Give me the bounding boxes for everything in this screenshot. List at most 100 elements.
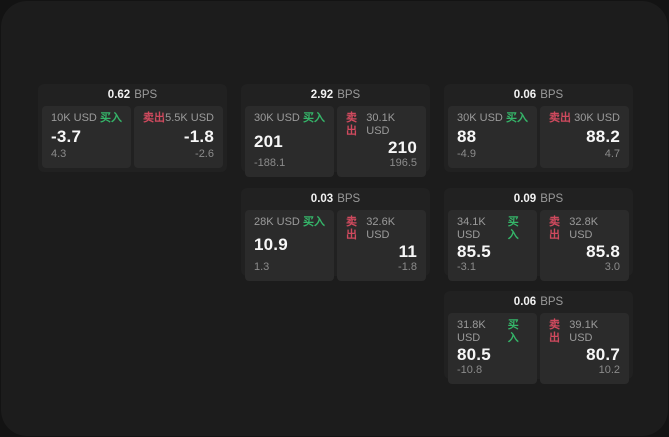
buy-chip: 买入 — [100, 112, 122, 124]
buy-chip: 买入 — [303, 215, 325, 228]
quote-card: 0.09 BPS 34.1K USD 买入 85.5 -3.1 卖出 32.8K… — [444, 187, 633, 281]
buy-delta: -188.1 — [254, 157, 286, 169]
buy-size-label: 30K USD — [254, 112, 300, 124]
quote-card: 0.62 BPS 10K USD 买入 -3.7 4.3 卖出 5.5K USD… — [38, 84, 227, 172]
bps-unit: BPS — [337, 192, 361, 205]
buy-chip: 买入 — [303, 112, 325, 124]
buy-size-label: 31.8K USD — [457, 319, 486, 344]
quote-card: 0.06 BPS 31.8K USD 买入 80.5 -10.8 卖出 39.1… — [444, 291, 633, 384]
buy-price: 80.5 — [457, 345, 491, 364]
card-header: 0.06 BPS — [444, 84, 633, 106]
buy-panel-top: 10K USD 买入 — [51, 112, 122, 125]
bps-value: 0.06 — [513, 89, 537, 101]
sell-delta: 196.5 — [389, 157, 417, 169]
quote-card: 2.92 BPS 30K USD 买入 201 -188.1 卖出 30.1K … — [241, 84, 430, 177]
card-body: 28K USD 买入 10.9 1.3 卖出 32.6K USD 11 -1.8 — [241, 209, 430, 285]
buy-panel[interactable]: 30K USD 买入 88 -4.9 — [448, 106, 537, 168]
sell-chip: 卖出 — [346, 215, 357, 241]
buy-size-label: 30K USD — [457, 112, 503, 124]
sell-size-label: 32.8K USD — [569, 215, 599, 241]
buy-chip: 买入 — [507, 319, 519, 344]
sell-price: 11 — [398, 241, 417, 261]
buy-delta: 4.3 — [51, 148, 67, 160]
sell-panel-top: 卖出 39.1K USD — [549, 319, 620, 345]
buy-price: 85.5 — [457, 241, 491, 261]
buy-delta: -3.1 — [457, 260, 476, 273]
buy-price: 201 — [254, 131, 283, 151]
card-body: 31.8K USD 买入 80.5 -10.8 卖出 39.1K USD 80.… — [444, 313, 633, 388]
bps-unit: BPS — [540, 192, 564, 205]
buy-chip: 买入 — [507, 215, 519, 241]
sell-panel[interactable]: 卖出 5.5K USD -1.8 -2.6 — [134, 106, 223, 168]
buy-panel[interactable]: 28K USD 买入 10.9 1.3 — [245, 209, 334, 281]
sell-size-label: 5.5K USD — [165, 112, 214, 124]
buy-panel-top: 28K USD 买入 — [254, 216, 325, 229]
bps-value: 0.06 — [513, 296, 537, 308]
sell-delta: 10.2 — [598, 364, 620, 376]
sell-chip: 卖出 — [549, 319, 560, 344]
bps-value: 0.62 — [107, 89, 131, 101]
bps-value: 0.03 — [310, 192, 334, 205]
buy-chip: 买入 — [506, 112, 528, 124]
sell-price: -1.8 — [183, 127, 214, 146]
sell-price: 88.2 — [586, 127, 620, 146]
buy-panel-top: 31.8K USD 买入 — [457, 319, 528, 345]
sell-size-label: 39.1K USD — [569, 319, 599, 344]
sell-chip: 卖出 — [549, 215, 560, 241]
sell-panel[interactable]: 卖出 32.6K USD 11 -1.8 — [337, 209, 426, 281]
sell-size-label: 30.1K USD — [366, 112, 396, 137]
bps-value: 0.09 — [513, 192, 537, 205]
buy-panel[interactable]: 30K USD 买入 201 -188.1 — [245, 106, 334, 177]
bps-unit: BPS — [540, 89, 564, 101]
card-header: 0.06 BPS — [444, 291, 633, 313]
bps-value: 2.92 — [310, 89, 334, 101]
card-body: 34.1K USD 买入 85.5 -3.1 卖出 32.8K USD 85.8… — [444, 209, 633, 285]
card-body: 10K USD 买入 -3.7 4.3 卖出 5.5K USD -1.8 -2.… — [38, 106, 227, 172]
sell-panel[interactable]: 卖出 30K USD 88.2 4.7 — [540, 106, 629, 168]
card-header: 0.62 BPS — [38, 84, 227, 106]
sell-delta: -2.6 — [195, 148, 214, 160]
sell-chip: 卖出 — [549, 112, 571, 124]
sell-chip: 卖出 — [346, 112, 357, 137]
bps-unit: BPS — [337, 89, 361, 101]
sell-chip: 卖出 — [143, 112, 165, 124]
quote-card: 0.03 BPS 28K USD 买入 10.9 1.3 卖出 32.6K US… — [241, 187, 430, 281]
buy-delta: -10.8 — [457, 364, 483, 376]
card-header: 2.92 BPS — [241, 84, 430, 106]
buy-price: 10.9 — [254, 235, 288, 254]
buy-size-label: 10K USD — [51, 112, 97, 124]
buy-panel-top: 30K USD 买入 — [254, 112, 325, 125]
sell-size-label: 32.6K USD — [366, 215, 396, 241]
bps-unit: BPS — [134, 89, 158, 101]
card-body: 30K USD 买入 88 -4.9 卖出 30K USD 88.2 4.7 — [444, 106, 633, 172]
sell-panel-top: 卖出 5.5K USD — [143, 112, 214, 125]
sell-panel[interactable]: 卖出 30.1K USD 210 196.5 — [337, 106, 426, 177]
buy-price: 88 — [457, 127, 477, 146]
buy-panel[interactable]: 34.1K USD 买入 85.5 -3.1 — [448, 209, 537, 281]
card-header: 0.03 BPS — [241, 188, 430, 210]
buy-size-label: 34.1K USD — [457, 215, 486, 241]
buy-panel-top: 30K USD 买入 — [457, 112, 528, 125]
sell-panel[interactable]: 卖出 32.8K USD 85.8 3.0 — [540, 209, 629, 281]
card-header: 0.09 BPS — [444, 188, 633, 210]
sell-price: 210 — [388, 138, 417, 157]
buy-panel-top: 34.1K USD 买入 — [457, 216, 528, 242]
sell-size-label: 30K USD — [574, 112, 620, 124]
buy-panel[interactable]: 31.8K USD 买入 80.5 -10.8 — [448, 313, 537, 384]
sell-panel-top: 卖出 30K USD — [549, 112, 620, 125]
bps-unit: BPS — [540, 296, 564, 308]
sell-price: 85.8 — [586, 241, 620, 261]
sell-delta: -1.8 — [398, 260, 417, 273]
buy-delta: 1.3 — [254, 260, 270, 273]
sell-panel[interactable]: 卖出 39.1K USD 80.7 10.2 — [540, 313, 629, 384]
sell-delta: 3.0 — [604, 260, 620, 273]
buy-panel[interactable]: 10K USD 买入 -3.7 4.3 — [42, 106, 131, 168]
quote-card: 0.06 BPS 30K USD 买入 88 -4.9 卖出 30K USD 8… — [444, 84, 633, 172]
sell-delta: 4.7 — [604, 148, 620, 160]
sell-panel-top: 卖出 30.1K USD — [346, 112, 417, 138]
sell-price: 80.7 — [586, 345, 620, 364]
card-body: 30K USD 买入 201 -188.1 卖出 30.1K USD 210 1… — [241, 106, 430, 181]
buy-delta: -4.9 — [457, 148, 476, 160]
buy-price: -3.7 — [51, 127, 82, 146]
